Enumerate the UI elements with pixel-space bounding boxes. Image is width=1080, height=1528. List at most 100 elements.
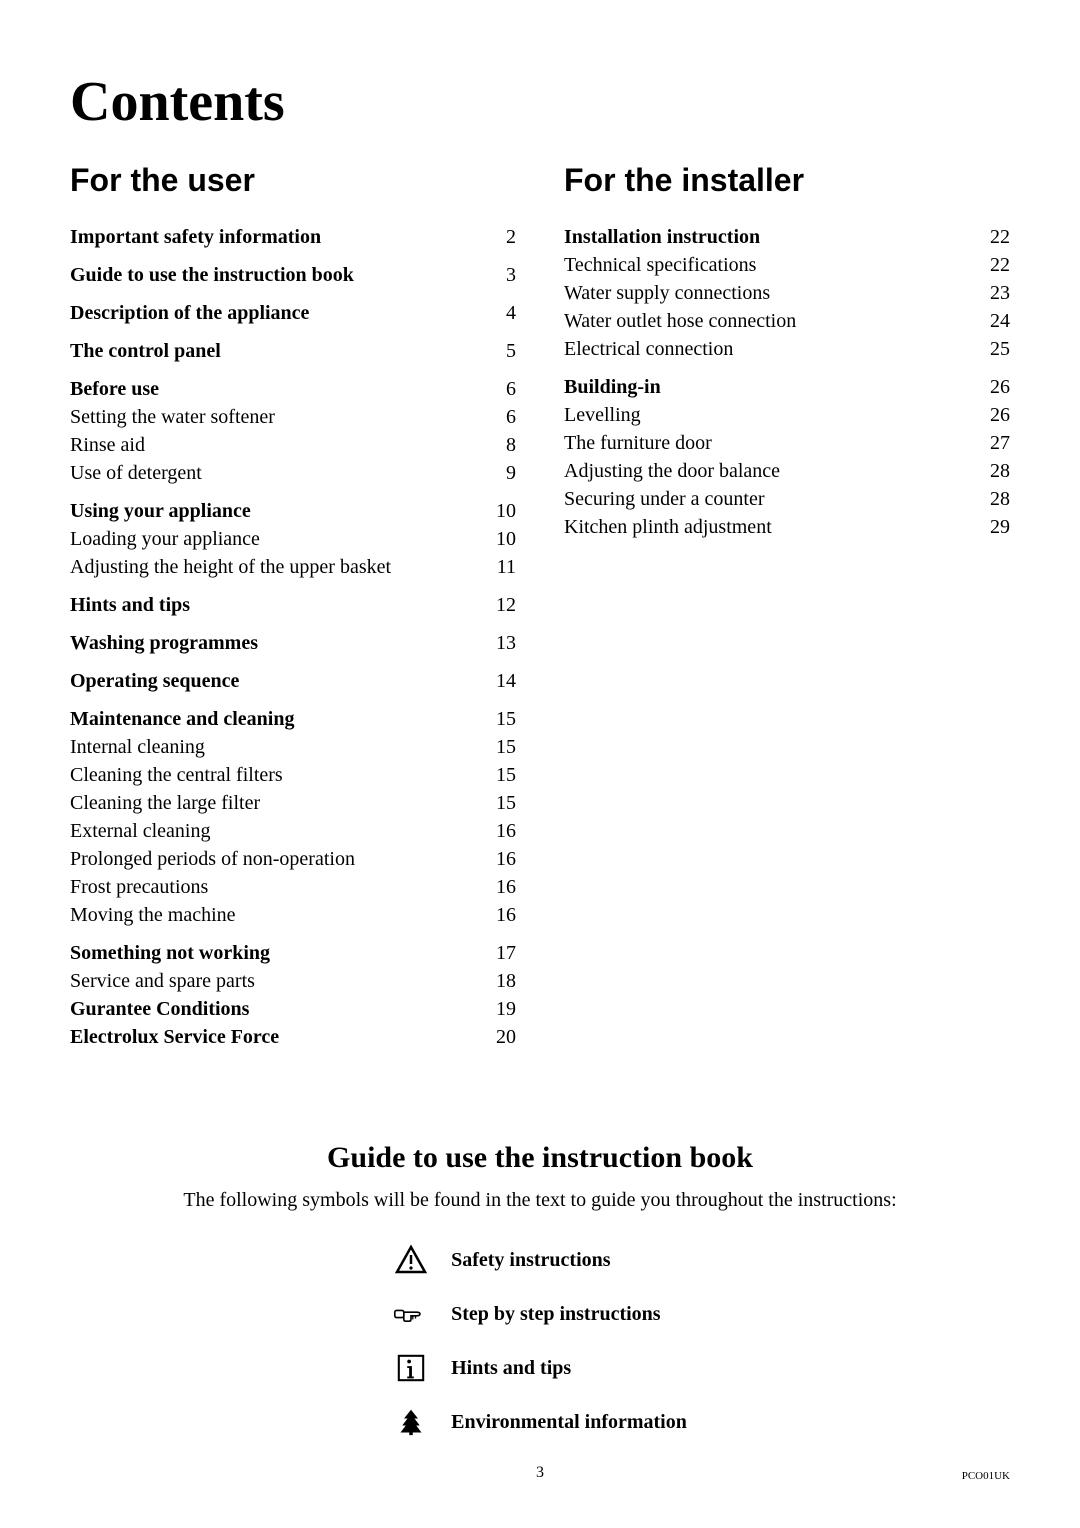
toc-row: Maintenance and cleaning15 (70, 705, 516, 733)
toc-page: 26 (970, 401, 1010, 429)
toc-row: Setting the water softener6 (70, 403, 516, 431)
toc-row: The furniture door27 (564, 429, 1010, 457)
toc-row: Water supply connections23 (564, 279, 1010, 307)
toc-row: Use of detergent9 (70, 459, 516, 487)
toc-row: Operating sequence 14 (70, 667, 516, 695)
toc-label: Loading your appliance (70, 525, 260, 553)
toc-page: 18 (476, 967, 516, 995)
toc-user: Important safety information 2 Guide to us… (70, 223, 516, 1051)
toc-page: 19 (476, 995, 516, 1023)
toc-page: 17 (476, 939, 516, 967)
toc-label: Adjusting the door balance (564, 457, 780, 485)
toc-page: 16 (476, 845, 516, 873)
toc-page: 8 (476, 431, 516, 459)
toc-row: Something not working 17 (70, 939, 516, 967)
toc-page: 24 (970, 307, 1010, 335)
toc-page: 15 (476, 761, 516, 789)
toc-label: Water outlet hose connection (564, 307, 796, 335)
toc-row: Before use 6 (70, 375, 516, 403)
toc-page: 6 (476, 403, 516, 431)
toc-row: Gurantee Conditions 19 (70, 995, 516, 1023)
toc-label: The furniture door (564, 429, 712, 457)
tree-icon (393, 1404, 429, 1440)
toc-label: Operating sequence (70, 667, 239, 695)
symbol-label: Hints and tips (451, 1357, 571, 1380)
toc-label: Use of detergent (70, 459, 202, 487)
toc-row: Securing under a counter28 (564, 485, 1010, 513)
toc-label: Building-in (564, 373, 661, 401)
toc-page: 13 (476, 629, 516, 657)
toc-section: Operating sequence 14 (70, 667, 516, 695)
toc-label: Washing programmes (70, 629, 258, 657)
left-column: For the user Important safety informatio… (70, 162, 516, 1061)
toc-label: Gurantee Conditions (70, 995, 249, 1023)
guide-title: Guide to use the instruction book (70, 1141, 1010, 1175)
doc-code: PCO01UK (962, 1470, 1010, 1482)
toc-section: The control panel 5 (70, 337, 516, 365)
toc-label: Rinse aid (70, 431, 145, 459)
toc-page: 15 (476, 789, 516, 817)
toc-row: Moving the machine16 (70, 901, 516, 929)
toc-row: Rinse aid 8 (70, 431, 516, 459)
toc-row: Water outlet hose connection 24 (564, 307, 1010, 335)
pointing-hand-icon (393, 1296, 429, 1332)
toc-label: Prolonged periods of non-operation (70, 845, 355, 873)
guide-section: Guide to use the instruction book The fo… (70, 1141, 1010, 1458)
toc-row: Important safety information 2 (70, 223, 516, 251)
toc-row: Cleaning the large filter15 (70, 789, 516, 817)
toc-page: 2 (476, 223, 516, 251)
toc-label: External cleaning (70, 817, 211, 845)
toc-section: Guide to use the instruction book 3 (70, 261, 516, 289)
toc-page: 15 (476, 733, 516, 761)
toc-label: Water supply connections (564, 279, 770, 307)
toc-label: Before use (70, 375, 159, 403)
symbol-row: Safety instructions (393, 1242, 687, 1278)
toc-row: Adjusting the height of the upper basket… (70, 553, 516, 581)
page-title: Contents (70, 70, 1010, 134)
toc-page: 11 (476, 553, 516, 581)
toc-label: Important safety information (70, 223, 321, 251)
toc-label: The control panel (70, 337, 221, 365)
toc-page: 14 (476, 667, 516, 695)
toc-row: Building-in 26 (564, 373, 1010, 401)
user-heading: For the user (70, 162, 516, 199)
toc-page: 26 (970, 373, 1010, 401)
toc-row: Prolonged periods of non-operation 16 (70, 845, 516, 873)
toc-row: Service and spare parts 18 (70, 967, 516, 995)
toc-section: Installation instruction22Technical spec… (564, 223, 1010, 363)
toc-page: 29 (970, 513, 1010, 541)
toc-label: Hints and tips (70, 591, 190, 619)
installer-heading: For the installer (564, 162, 1010, 199)
toc-label: Cleaning the central filters (70, 761, 283, 789)
toc-label: Moving the machine (70, 901, 236, 929)
toc-row: External cleaning 16 (70, 817, 516, 845)
toc-page: 6 (476, 375, 516, 403)
toc-page: 15 (476, 705, 516, 733)
toc-section: Washing programmes 13 (70, 629, 516, 657)
toc-label: Service and spare parts (70, 967, 255, 995)
toc-page: 10 (476, 497, 516, 525)
toc-label: Description of the appliance (70, 299, 309, 327)
toc-label: Technical specifications (564, 251, 756, 279)
toc-page: 12 (476, 591, 516, 619)
toc-label: Securing under a counter (564, 485, 764, 513)
toc-row: Guide to use the instruction book 3 (70, 261, 516, 289)
toc-label: Kitchen plinth adjustment (564, 513, 772, 541)
guide-intro: The following symbols will be found in t… (70, 1189, 1010, 1212)
toc-label: Internal cleaning (70, 733, 205, 761)
toc-page: 20 (476, 1023, 516, 1051)
toc-row: Adjusting the door balance28 (564, 457, 1010, 485)
toc-label: Levelling (564, 401, 641, 429)
toc-label: Guide to use the instruction book (70, 261, 354, 289)
toc-page: 5 (476, 337, 516, 365)
toc-page: 16 (476, 817, 516, 845)
toc-label: Something not working (70, 939, 270, 967)
toc-row: Electrolux Service Force20 (70, 1023, 516, 1051)
toc-page: 22 (970, 223, 1010, 251)
symbol-label: Environmental information (451, 1411, 687, 1434)
toc-page: 16 (476, 873, 516, 901)
toc-page: 3 (476, 261, 516, 289)
symbol-row: Hints and tips (393, 1350, 687, 1386)
toc-section: Important safety information 2 (70, 223, 516, 251)
toc-columns: For the user Important safety informatio… (70, 162, 1010, 1061)
